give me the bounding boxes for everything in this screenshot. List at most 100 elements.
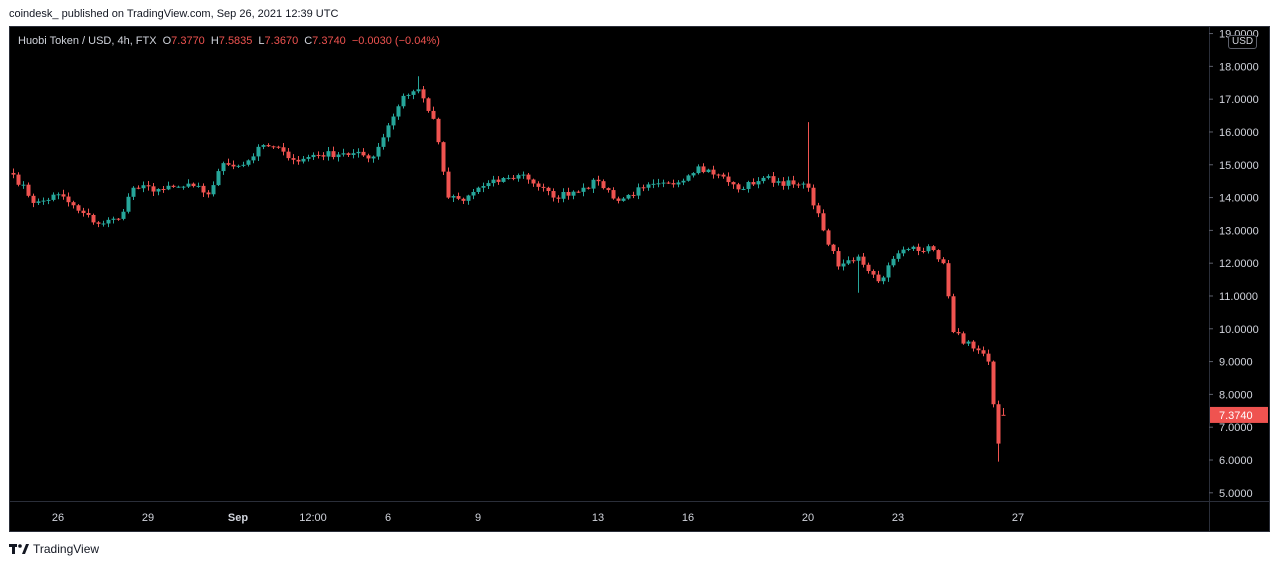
candle-body[interactable]	[886, 265, 891, 278]
candle-body[interactable]	[21, 184, 26, 186]
candle-body[interactable]	[956, 332, 961, 334]
candle-body[interactable]	[981, 350, 986, 354]
candle-body[interactable]	[61, 194, 66, 197]
candle-body[interactable]	[136, 187, 141, 189]
candle-body[interactable]	[871, 271, 876, 275]
candle-body[interactable]	[586, 187, 591, 189]
candle-body[interactable]	[186, 183, 191, 187]
candle-body[interactable]	[41, 200, 46, 202]
candle-body[interactable]	[546, 187, 551, 192]
candle-body[interactable]	[751, 182, 756, 185]
candle-body[interactable]	[776, 181, 781, 183]
candle-body[interactable]	[876, 274, 881, 282]
candle-body[interactable]	[921, 250, 926, 252]
candle-body[interactable]	[211, 185, 216, 195]
candle-body[interactable]	[106, 219, 111, 224]
candle-body[interactable]	[126, 196, 131, 212]
candle-body[interactable]	[986, 353, 991, 362]
candle-body[interactable]	[701, 166, 706, 173]
candle-body[interactable]	[881, 277, 886, 282]
candle-body[interactable]	[771, 176, 776, 183]
candle-body[interactable]	[116, 218, 121, 220]
candle-body[interactable]	[946, 263, 951, 297]
candle-body[interactable]	[71, 202, 76, 206]
candle-body[interactable]	[576, 191, 581, 193]
candle-body[interactable]	[906, 248, 911, 250]
candle-body[interactable]	[436, 118, 441, 143]
candle-body[interactable]	[231, 164, 236, 167]
candle-body[interactable]	[291, 158, 296, 160]
candle-body[interactable]	[926, 246, 931, 252]
candle-body[interactable]	[196, 185, 201, 187]
candle-body[interactable]	[831, 244, 836, 252]
candle-body[interactable]	[236, 165, 241, 167]
candle-body[interactable]	[96, 222, 101, 224]
candle-body[interactable]	[66, 196, 71, 203]
candle-body[interactable]	[501, 178, 506, 182]
candle-body[interactable]	[511, 177, 516, 179]
candle-body[interactable]	[26, 184, 31, 196]
candle-body[interactable]	[206, 192, 211, 195]
candle-body[interactable]	[581, 187, 586, 192]
candle-body[interactable]	[891, 258, 896, 266]
candle-body[interactable]	[766, 176, 771, 178]
candle-body[interactable]	[616, 198, 621, 201]
candle-body[interactable]	[496, 179, 501, 182]
candle-body[interactable]	[76, 205, 81, 211]
candle-body[interactable]	[781, 181, 786, 186]
candle-body[interactable]	[306, 157, 311, 159]
candle-body[interactable]	[371, 156, 376, 159]
candle-body[interactable]	[361, 151, 366, 156]
candle-body[interactable]	[296, 159, 301, 162]
candle-body[interactable]	[366, 155, 371, 159]
candle-body[interactable]	[341, 153, 346, 155]
candle-body[interactable]	[821, 213, 826, 231]
candle-body[interactable]	[11, 172, 16, 175]
candle-body[interactable]	[896, 253, 901, 259]
candle-body[interactable]	[866, 264, 871, 272]
candle-body[interactable]	[481, 186, 486, 188]
candle-body[interactable]	[1001, 414, 1006, 416]
candle-body[interactable]	[746, 182, 751, 189]
candle-body[interactable]	[571, 191, 576, 196]
candle-body[interactable]	[641, 187, 646, 189]
candle-body[interactable]	[471, 191, 476, 196]
candle-body[interactable]	[996, 404, 1001, 444]
candle-body[interactable]	[541, 186, 546, 188]
candle-body[interactable]	[101, 223, 106, 225]
candle-body[interactable]	[396, 106, 401, 117]
candle-body[interactable]	[451, 196, 456, 198]
candle-body[interactable]	[301, 158, 306, 162]
candle-body[interactable]	[846, 260, 851, 264]
candle-body[interactable]	[466, 195, 471, 201]
candle-body[interactable]	[651, 183, 656, 185]
chart-frame[interactable]: 5.0000 6.0000 7.0000 8.0000 9.0000 10.0000 11.…	[9, 26, 1270, 532]
candle-body[interactable]	[241, 164, 246, 166]
candle-body[interactable]	[601, 181, 606, 189]
candle-body[interactable]	[256, 146, 261, 157]
candle-body[interactable]	[476, 187, 481, 192]
candle-body[interactable]	[666, 182, 671, 184]
candle-body[interactable]	[626, 194, 631, 199]
candle-body[interactable]	[426, 98, 431, 111]
candle-body[interactable]	[901, 249, 906, 254]
candle-body[interactable]	[851, 260, 856, 262]
candle-body[interactable]	[421, 89, 426, 99]
candle-body[interactable]	[706, 169, 711, 173]
candle-body[interactable]	[286, 151, 291, 159]
footer-brand[interactable]: TradingView	[33, 542, 100, 556]
candle-body[interactable]	[931, 246, 936, 251]
candle-body[interactable]	[696, 166, 701, 174]
candle-body[interactable]	[431, 110, 436, 119]
candle-body[interactable]	[406, 94, 411, 96]
candle-body[interactable]	[251, 156, 256, 161]
candle-body[interactable]	[356, 151, 361, 154]
candle-body[interactable]	[221, 163, 226, 172]
candle-body[interactable]	[841, 263, 846, 267]
candle-body[interactable]	[246, 160, 251, 165]
candle-body[interactable]	[596, 179, 601, 182]
candle-body[interactable]	[181, 186, 186, 188]
candle-body[interactable]	[456, 196, 461, 199]
candle-body[interactable]	[801, 183, 806, 185]
candle-body[interactable]	[121, 211, 126, 219]
